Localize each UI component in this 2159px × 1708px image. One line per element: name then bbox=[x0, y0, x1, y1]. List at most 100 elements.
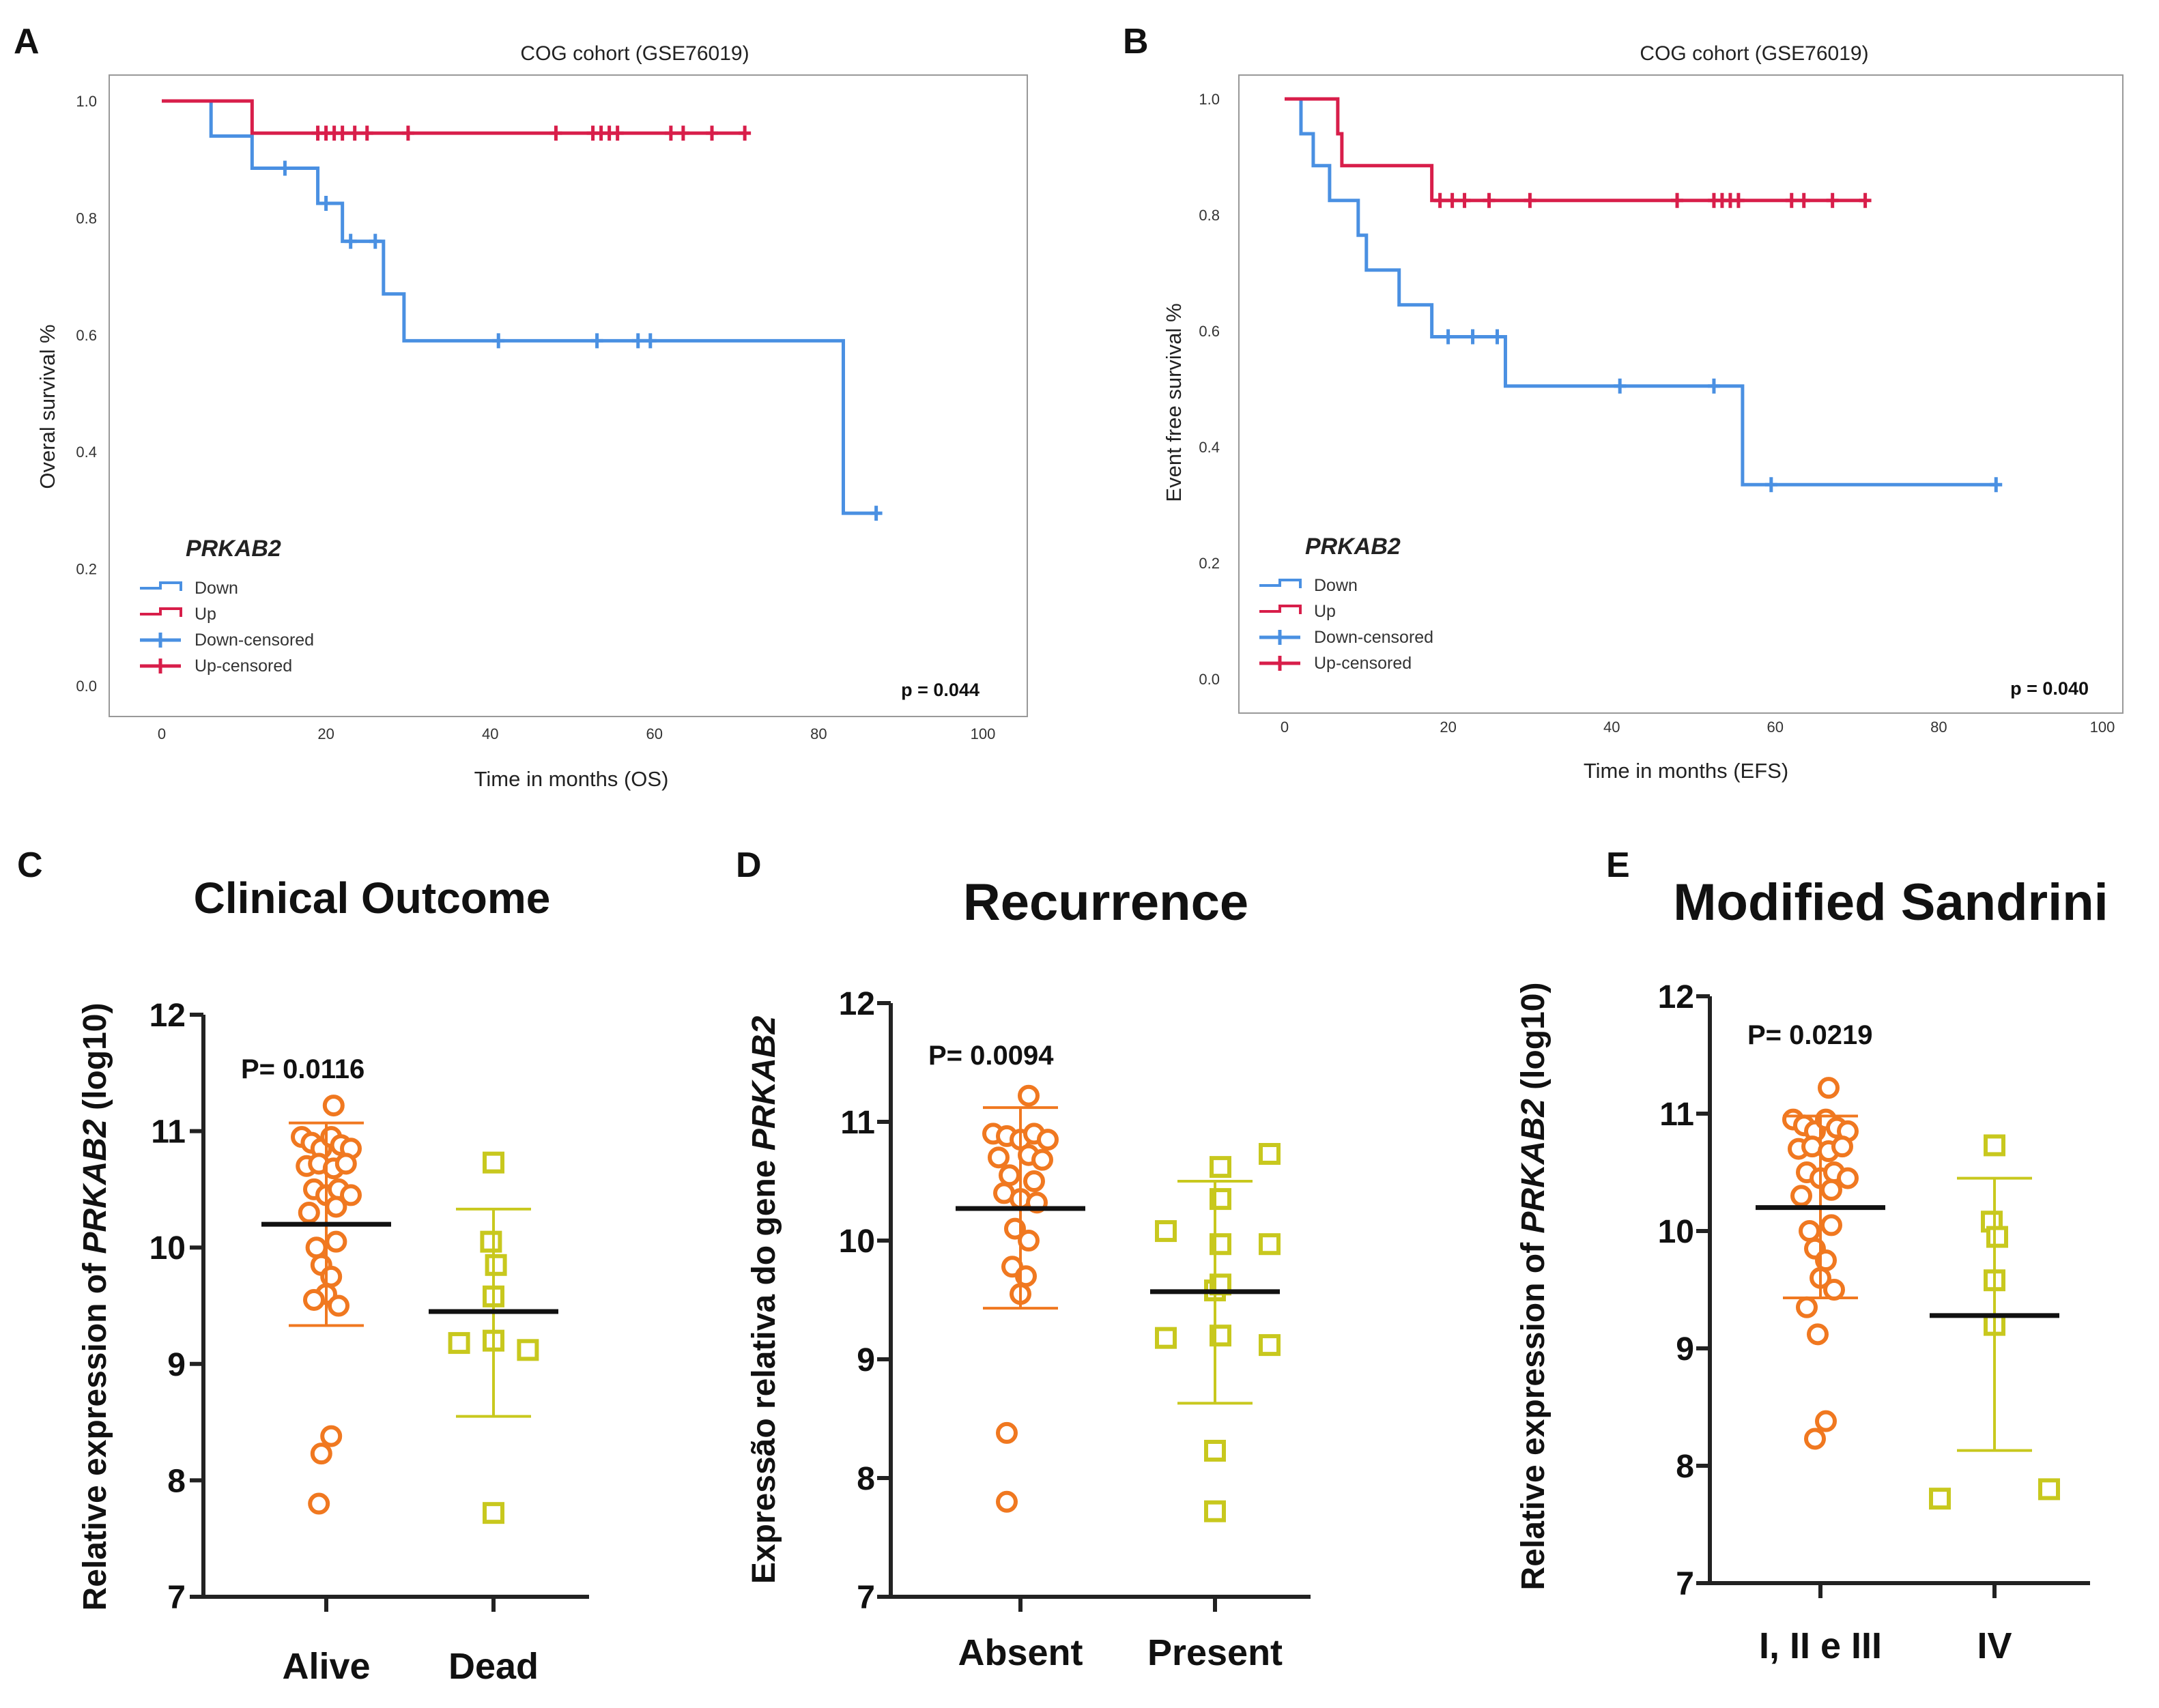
panel-b-km-plot: B COG cohort (GSE76019) 0.0 0.2 0.4 0.6 0.8 1… bbox=[1123, 22, 2124, 783]
km-curve-down bbox=[1285, 97, 1997, 487]
y-tick-label: 1.0 bbox=[1199, 91, 1220, 108]
data-point bbox=[1986, 1226, 2008, 1248]
y-axis-ticks: 0.0 0.2 0.4 0.6 0.8 1.0 bbox=[76, 93, 97, 695]
censor-mark bbox=[870, 506, 883, 521]
x-tick-label: 80 bbox=[810, 725, 827, 742]
legend-swatch-up bbox=[1259, 605, 1302, 614]
data-point bbox=[1031, 1148, 1053, 1171]
legend-label-down: Down bbox=[195, 579, 238, 598]
censor-mark bbox=[492, 333, 505, 349]
survival-curves bbox=[162, 99, 876, 515]
censor-mark bbox=[1466, 329, 1479, 345]
data-point bbox=[325, 1196, 347, 1218]
data-point bbox=[2038, 1478, 2060, 1501]
legend-swatch-down-censored bbox=[140, 633, 181, 648]
y-tick-label: 11 bbox=[1659, 1097, 1694, 1133]
data-point bbox=[999, 1164, 1020, 1187]
x-tick-label: 100 bbox=[2090, 719, 2115, 736]
censor-mark bbox=[348, 126, 361, 141]
data-point bbox=[1018, 1230, 1040, 1251]
censor-mark bbox=[369, 233, 382, 249]
y-tick-label: 0.6 bbox=[1199, 323, 1220, 340]
data-point bbox=[340, 1184, 362, 1206]
y-label-gene: PRKAB2 bbox=[1515, 1099, 1552, 1234]
p-value: P= 0.0094 bbox=[928, 1041, 1054, 1071]
legend-label-up-censored: Up-censored bbox=[1314, 654, 1412, 673]
censor-mark bbox=[336, 126, 349, 141]
censor-mark bbox=[1483, 192, 1496, 208]
axes: 7 8 9 10 11 12 bbox=[149, 998, 589, 1616]
censor-mark bbox=[611, 126, 624, 141]
x-tick-label: 0 bbox=[1281, 719, 1289, 736]
legend-label-up-censored: Up-censored bbox=[195, 656, 292, 676]
y-label-prefix: Expressão relativa do gene bbox=[746, 1150, 782, 1584]
censor-mark bbox=[319, 195, 332, 211]
y-tick-label: 1.0 bbox=[76, 93, 97, 110]
plot-frame bbox=[109, 74, 1028, 717]
y-tick-label: 7 bbox=[857, 1580, 875, 1616]
data-point bbox=[480, 1230, 502, 1253]
legend-swatch-down-censored bbox=[1259, 630, 1300, 645]
data-point bbox=[448, 1332, 470, 1355]
legend-title: PRKAB2 bbox=[186, 536, 281, 562]
data-point bbox=[1984, 1134, 2005, 1157]
y-axis-ticks: 0.0 0.2 0.4 0.6 0.8 1.0 bbox=[1199, 91, 1220, 688]
category-labels: Alive Dead bbox=[282, 1646, 539, 1687]
p-value: p = 0.044 bbox=[901, 680, 980, 700]
y-tick-label: 0.4 bbox=[1199, 439, 1220, 456]
data-point bbox=[1818, 1077, 1840, 1099]
data-point bbox=[1259, 1334, 1281, 1357]
axes: 7 8 9 10 11 12 bbox=[839, 986, 1311, 1616]
legend-label-down-censored: Down-censored bbox=[195, 631, 314, 650]
data-point bbox=[1155, 1220, 1177, 1243]
data-point bbox=[303, 1288, 325, 1311]
plot-frame bbox=[1238, 74, 2124, 714]
y-label-gene: PRKAB2 bbox=[77, 1119, 113, 1254]
data-point bbox=[1790, 1185, 1812, 1207]
x-tick-label: 80 bbox=[1930, 719, 1947, 736]
legend-swatch-down bbox=[140, 581, 182, 591]
mean-sd-bars bbox=[261, 1121, 558, 1418]
censor-mark bbox=[344, 233, 357, 249]
censor-mark bbox=[631, 333, 644, 349]
y-axis-label: Event free survival % bbox=[1162, 303, 1186, 502]
panel-c-dot-plot: C Clinical Outcome Relative expression o… bbox=[17, 845, 589, 1687]
x-tick-label: 40 bbox=[1603, 719, 1620, 736]
y-tick-label: 0.8 bbox=[76, 209, 97, 227]
km-curve-up bbox=[162, 99, 745, 135]
legend-label-up: Up bbox=[1314, 602, 1336, 621]
y-label-suffix: (log10) bbox=[1515, 983, 1552, 1099]
data-point bbox=[1820, 1178, 1842, 1201]
km-curve-down bbox=[162, 99, 876, 515]
data-point bbox=[1155, 1327, 1177, 1349]
y-tick-label: 0.0 bbox=[76, 678, 97, 695]
axes: 7 8 9 10 11 12 bbox=[1658, 979, 2090, 1602]
km-title: COG cohort (GSE76019) bbox=[1640, 42, 1868, 65]
y-tick-label: 8 bbox=[1676, 1449, 1694, 1485]
data-point bbox=[483, 1151, 504, 1174]
y-tick-label: 0.6 bbox=[76, 327, 97, 344]
x-axis-ticks: 0 20 40 60 80 100 bbox=[1281, 719, 2115, 736]
legend: Down Up Down-censored Up-censored bbox=[1259, 576, 1433, 673]
data-point bbox=[298, 1202, 320, 1224]
y-tick-label: 10 bbox=[1658, 1214, 1694, 1250]
data-point bbox=[310, 1443, 332, 1465]
y-tick-label: 12 bbox=[1658, 979, 1694, 1015]
y-axis-label: Relative expression of PRKAB2 (log10) bbox=[77, 1003, 113, 1611]
x-tick-label: 60 bbox=[1767, 719, 1784, 736]
data-point bbox=[308, 1492, 330, 1515]
p-value: p = 0.040 bbox=[2010, 678, 2089, 699]
category-label: Present bbox=[1147, 1632, 1283, 1673]
data-point bbox=[1831, 1135, 1853, 1158]
x-axis-label: Time in months (OS) bbox=[474, 767, 669, 791]
panel-letter-a: A bbox=[14, 22, 40, 61]
censor-mark bbox=[1446, 192, 1459, 208]
data-point bbox=[1837, 1167, 1859, 1189]
x-axis-label: Time in months (EFS) bbox=[1584, 759, 1788, 783]
censor-mark bbox=[1859, 192, 1872, 208]
legend-label-up: Up bbox=[195, 605, 216, 624]
censor-mark bbox=[706, 126, 719, 141]
category-label: Absent bbox=[958, 1632, 1083, 1673]
x-tick-label: 20 bbox=[1440, 719, 1456, 736]
data-point bbox=[1807, 1323, 1829, 1346]
